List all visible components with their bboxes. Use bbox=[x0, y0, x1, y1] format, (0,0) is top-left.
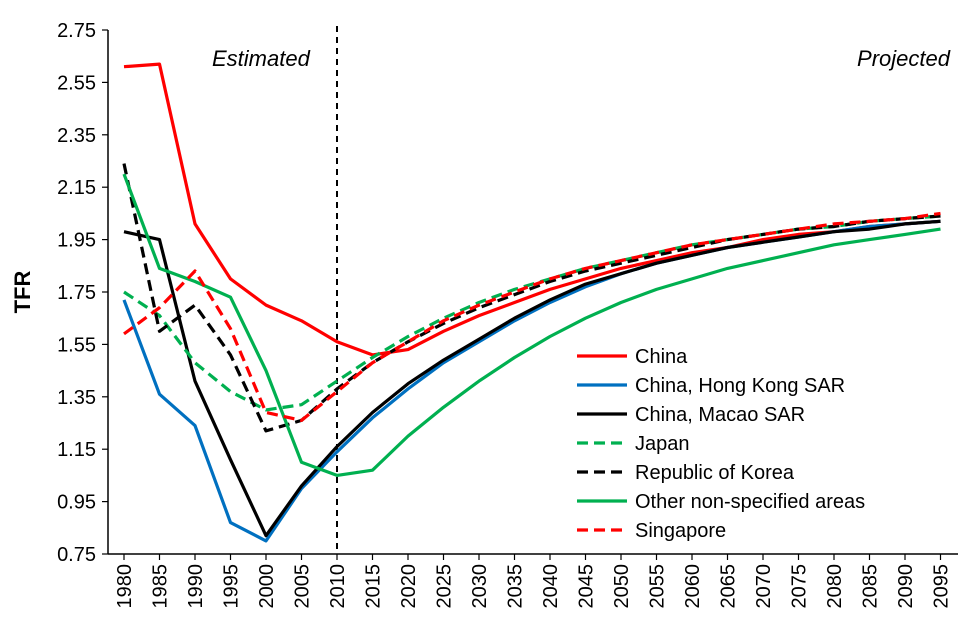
x-tick-label: 2090 bbox=[895, 564, 917, 609]
x-tick-label: 2055 bbox=[647, 564, 669, 609]
x-tick-label: 2025 bbox=[434, 564, 456, 609]
x-tick-label: 2095 bbox=[931, 564, 953, 609]
x-tick-label: 2065 bbox=[718, 564, 740, 609]
series-line-china-macao-sar bbox=[123, 219, 941, 538]
legend-label: Other non-specified areas bbox=[635, 491, 865, 513]
x-tick-label: 2045 bbox=[576, 564, 598, 609]
x-tick-label: 2070 bbox=[753, 564, 775, 609]
y-tick-label: 1.95 bbox=[57, 230, 96, 252]
x-tick-label: 2040 bbox=[540, 564, 562, 609]
y-axis: 0.75 0.95 1.15 1.35 1.55 1.75 1.95 2.15 2.35 2.55… bbox=[57, 20, 109, 566]
y-axis-title: TFR bbox=[10, 271, 35, 314]
y-tick-label: 0.95 bbox=[57, 492, 96, 514]
legend-label: China, Hong Kong SAR bbox=[635, 375, 845, 397]
y-tick-label: 0.75 bbox=[57, 544, 96, 566]
y-tick-label: 1.75 bbox=[57, 282, 96, 304]
x-tick-label: 2075 bbox=[789, 564, 811, 609]
y-tick-label: 2.15 bbox=[57, 177, 96, 199]
x-tick-label: 2080 bbox=[824, 564, 846, 609]
x-axis: 1980 1985 1990 1995 2000 2005 2010 2015 2020 2025… bbox=[108, 553, 958, 609]
x-tick-label: 2015 bbox=[363, 564, 385, 609]
x-tick-label: 1995 bbox=[221, 564, 243, 609]
legend-label: Singapore bbox=[635, 520, 726, 542]
x-tick-label: 2085 bbox=[860, 564, 882, 609]
x-tick-label: 1985 bbox=[150, 564, 172, 609]
series-line-japan bbox=[123, 214, 941, 412]
x-tick-label: 2030 bbox=[469, 564, 491, 609]
y-tick-label: 2.55 bbox=[57, 72, 96, 94]
x-tick-label: 2035 bbox=[505, 564, 527, 609]
y-tick-label: 1.35 bbox=[57, 387, 96, 409]
x-tick-label: 2010 bbox=[327, 564, 349, 609]
legend-label: Republic of Korea bbox=[635, 462, 795, 484]
projected-label: Projected bbox=[857, 46, 951, 71]
series-lines bbox=[122, 62, 941, 543]
legend: China China, Hong Kong SAR China, Macao SA… bbox=[577, 346, 865, 542]
legend-label: China bbox=[635, 346, 688, 368]
x-tick-label: 2060 bbox=[682, 564, 704, 609]
y-tick-label: 2.35 bbox=[57, 125, 96, 147]
x-tick-label: 1980 bbox=[114, 564, 136, 609]
y-tick-label: 2.75 bbox=[57, 20, 96, 42]
series-line-singapore bbox=[123, 211, 941, 422]
series-line-other-non-specified-areas bbox=[122, 173, 941, 477]
legend-label: Japan bbox=[635, 433, 690, 455]
estimated-label: Estimated bbox=[212, 46, 311, 71]
y-tick-label: 1.55 bbox=[57, 334, 96, 356]
x-tick-label: 1990 bbox=[185, 564, 207, 609]
x-tick-label: 2050 bbox=[611, 564, 633, 609]
x-tick-label: 2005 bbox=[292, 564, 314, 609]
series-line-china bbox=[123, 62, 941, 357]
y-tick-label: 1.15 bbox=[57, 439, 96, 461]
legend-label: China, Macao SAR bbox=[635, 404, 805, 426]
x-tick-label: 2000 bbox=[256, 564, 278, 609]
x-tick-label: 2020 bbox=[398, 564, 420, 609]
